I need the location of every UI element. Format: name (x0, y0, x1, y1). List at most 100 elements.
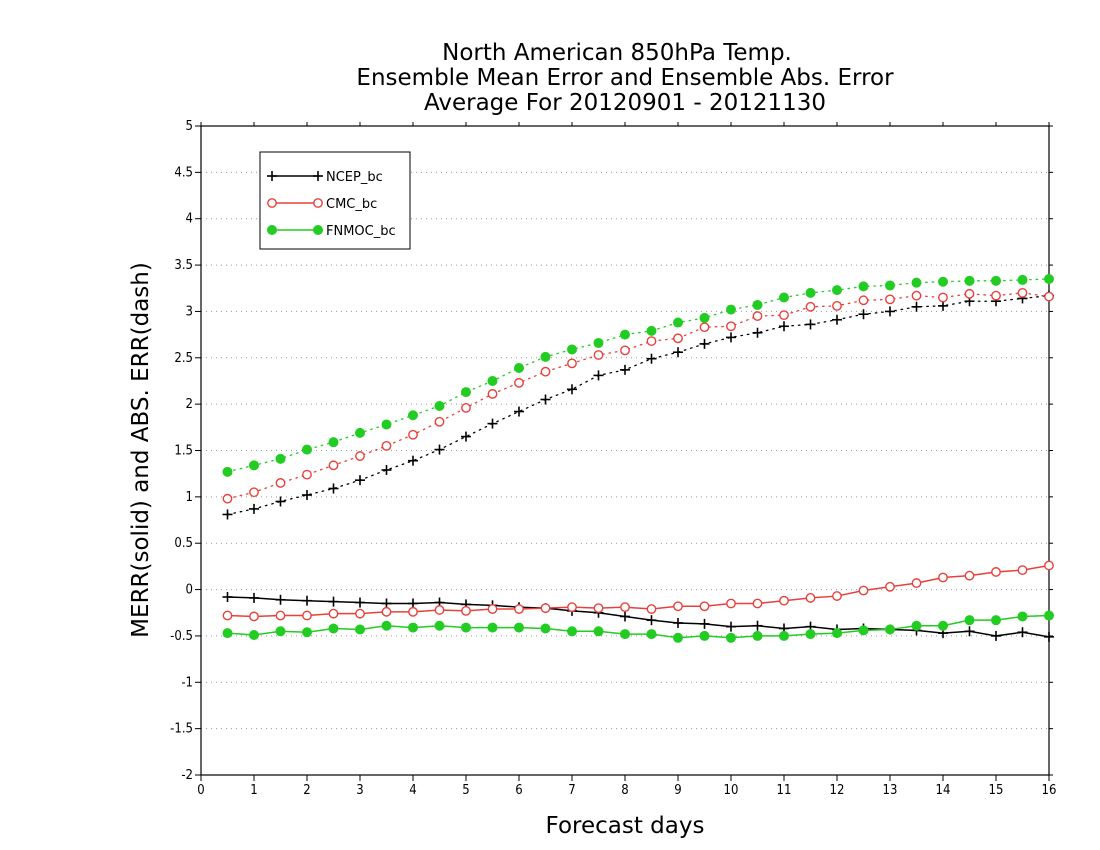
abs-err-point (726, 321, 736, 332)
merr-point (1044, 610, 1054, 621)
merr-point (673, 632, 683, 643)
abs-err-point (832, 314, 842, 325)
y-tick-label: 1.5 (174, 444, 193, 459)
x-tick-label: 15 (989, 783, 1004, 798)
legend-marker (313, 198, 323, 208)
merr-line (227, 564, 1050, 618)
merr-point (1017, 565, 1028, 576)
abs-err-point (355, 475, 365, 486)
merr-point (726, 632, 736, 643)
y-tick-label: -2 (181, 768, 193, 783)
x-tick-label: 8 (621, 783, 628, 798)
merr-point (222, 628, 233, 639)
merr-point (302, 627, 312, 638)
series-NCEP_bc (222, 290, 1054, 642)
abs-err-point (540, 394, 551, 405)
merr-point (832, 591, 842, 601)
x-tick-label: 6 (515, 783, 522, 798)
abs-err-point (885, 280, 895, 291)
abs-err-point (222, 509, 233, 520)
merr-point (381, 598, 392, 609)
merr-point (858, 585, 869, 596)
abs-err-point (434, 400, 445, 411)
merr-point (593, 603, 604, 614)
x-tick-label: 3 (356, 783, 363, 798)
merr-point (699, 618, 710, 629)
abs-err-point (487, 375, 498, 386)
abs-err-point (567, 344, 577, 355)
merr-point (222, 610, 233, 621)
abs-err-point (461, 402, 471, 413)
merr-point (434, 620, 445, 631)
abs-err-point (328, 460, 339, 471)
merr-point (355, 608, 365, 619)
y-tick-label: 3 (186, 304, 193, 319)
abs-err-point (620, 364, 630, 375)
legend-marker (267, 225, 277, 235)
y-tick-label: -0.5 (170, 629, 193, 644)
merr-point (991, 630, 1001, 641)
merr-point (567, 626, 577, 637)
abs-err-point (328, 437, 339, 448)
merr-line (227, 596, 1050, 638)
y-tick-label: -1.5 (170, 722, 193, 737)
merr-point (938, 620, 948, 631)
legend-box (259, 151, 411, 250)
x-tick-label: 16 (1042, 783, 1057, 798)
abs-err-point (832, 285, 842, 296)
merr-point (911, 620, 922, 631)
merr-point (964, 570, 975, 581)
merr-point (355, 597, 365, 608)
abs-err-point (805, 287, 816, 298)
abs-err-point (1044, 291, 1054, 302)
merr-point (381, 606, 392, 617)
abs-err-point (779, 310, 789, 321)
series-CMC_bc (222, 287, 1054, 622)
abs-err-point (726, 304, 736, 315)
merr-point (408, 622, 418, 633)
x-tick-label: 5 (462, 783, 469, 798)
merr-point (699, 630, 710, 641)
abs-err-point (938, 300, 948, 311)
x-tick-label: 2 (303, 783, 310, 798)
merr-point (275, 610, 286, 621)
abs-err-point (593, 370, 604, 381)
abs-err-point (1017, 287, 1028, 298)
y-tick-label: 2 (186, 397, 193, 412)
merr-point (885, 581, 895, 592)
abs-err-point (567, 358, 577, 369)
abs-err-point (355, 451, 365, 461)
abs-err-point (593, 350, 604, 360)
merr-point (461, 605, 471, 616)
abs-err-point (911, 277, 922, 288)
abs-err-point (805, 319, 816, 330)
merr-point (355, 624, 365, 635)
y-tick-label: 3.5 (174, 258, 193, 273)
x-tick-label: 0 (197, 783, 204, 798)
abs-err-point (593, 337, 604, 348)
abs-err-point (434, 416, 445, 427)
abs-err-point (858, 281, 869, 292)
legend-items: NCEP_bc CMC_bc FNMOC_bc (267, 170, 396, 239)
merr-point (752, 598, 763, 609)
abs-err-point (514, 377, 524, 388)
merr-point (991, 567, 1001, 577)
legend-item-CMC_bc: CMC_bc (267, 197, 377, 212)
abs-err-point (752, 311, 763, 321)
merr-point (620, 611, 630, 622)
abs-err-point (381, 440, 392, 451)
abs-err-point (408, 429, 418, 440)
abs-err-point (222, 493, 233, 504)
y-tick-label: 5 (186, 119, 193, 134)
abs-err-point (885, 294, 895, 305)
merr-point (487, 622, 498, 633)
merr-point (593, 626, 604, 637)
x-tick-label: 10 (724, 783, 739, 798)
abs-err-point (355, 427, 365, 438)
merr-point (408, 606, 418, 617)
merr-point (752, 620, 763, 631)
abs-err-point (779, 321, 789, 332)
abs-err-point (726, 332, 736, 343)
y-tick-label: 0 (186, 583, 193, 598)
